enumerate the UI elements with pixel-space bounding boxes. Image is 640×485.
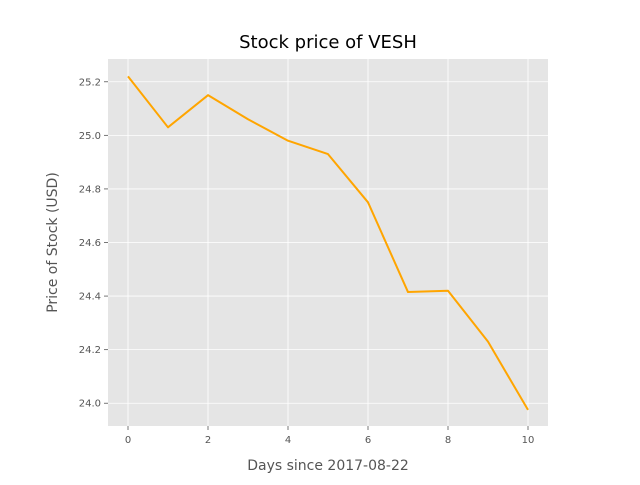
x-axis-label: Days since 2017-08-22 bbox=[247, 458, 409, 474]
y-tick-label: 25.2 bbox=[79, 77, 101, 88]
x-tick-label: 10 bbox=[522, 435, 535, 446]
x-tick-label: 8 bbox=[445, 435, 451, 446]
y-tick-label: 24.0 bbox=[79, 399, 101, 410]
y-tick-label: 24.6 bbox=[79, 238, 101, 249]
y-tick-label: 24.2 bbox=[79, 345, 101, 356]
y-tick-label: 25.0 bbox=[79, 131, 101, 142]
x-tick-label: 6 bbox=[365, 435, 371, 446]
chart-title: Stock price of VESH bbox=[239, 32, 417, 53]
x-tick-label: 2 bbox=[205, 435, 211, 446]
x-tick-label: 4 bbox=[285, 435, 291, 446]
y-tick-label: 24.8 bbox=[79, 184, 101, 195]
y-axis-label: Price of Stock (USD) bbox=[45, 172, 61, 313]
y-tick-label: 24.4 bbox=[79, 292, 101, 303]
x-tick-label: 0 bbox=[125, 435, 131, 446]
